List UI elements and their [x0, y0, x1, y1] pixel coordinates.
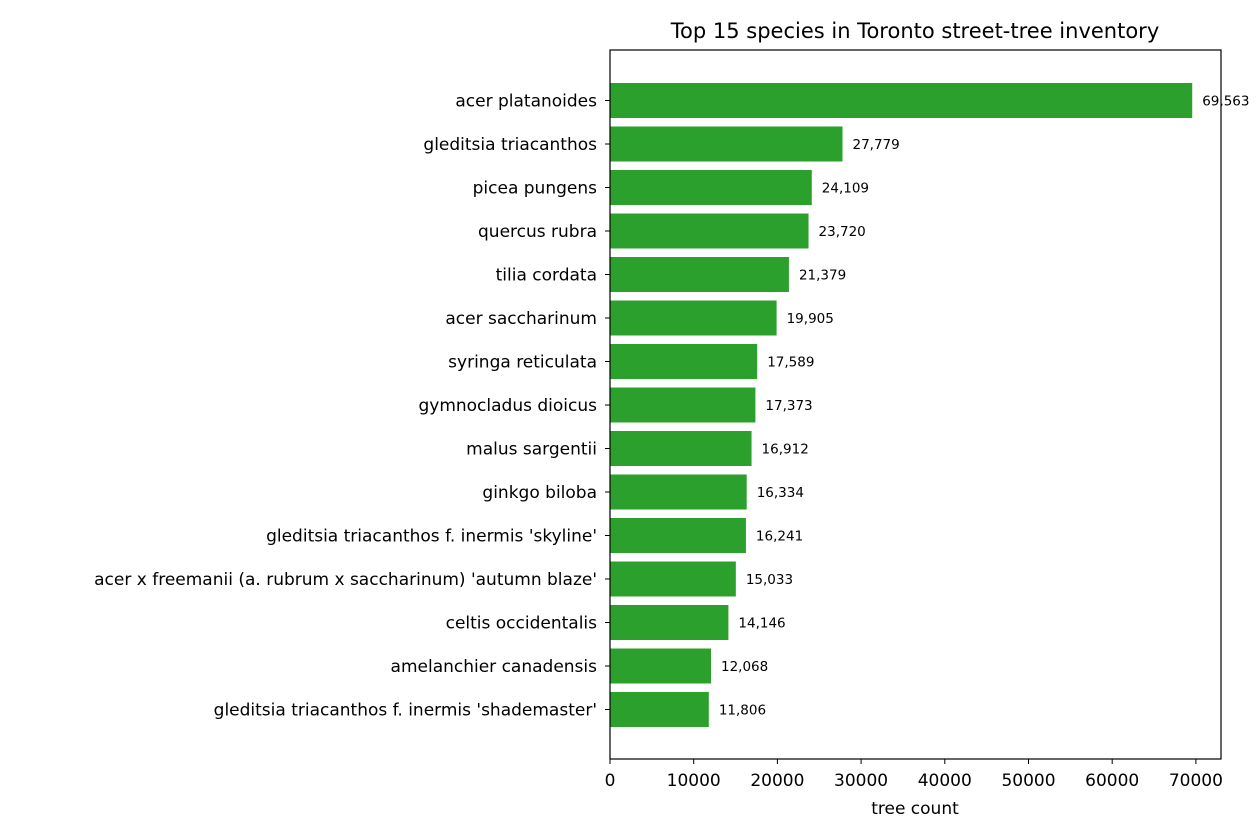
value-label: 16,334	[757, 485, 804, 501]
value-labels: 69,563 27,779 24,109 23,720 21,379 19,905 17,5…	[719, 94, 1250, 719]
category-label: malus sargentii	[466, 440, 597, 460]
category-label: gleditsia triacanthos	[423, 135, 597, 155]
category-label: acer platanoides	[455, 92, 597, 112]
x-axis-label: tree count	[871, 799, 959, 819]
category-label: gleditsia triacanthos f. inermis 'shadem…	[214, 701, 597, 721]
x-tick-label: 10000	[667, 771, 721, 791]
x-tick-label: 40000	[918, 771, 972, 791]
bar	[610, 300, 777, 336]
category-label: tilia cordata	[496, 266, 597, 286]
value-label: 19,905	[787, 311, 834, 327]
category-label: acer saccharinum	[445, 309, 597, 329]
value-label: 23,720	[819, 224, 866, 240]
bar	[610, 605, 729, 640]
value-label: 14,146	[738, 616, 785, 632]
value-label: 69,563	[1202, 94, 1249, 110]
value-label: 16,241	[756, 529, 803, 545]
value-label: 15,033	[746, 572, 793, 588]
value-label: 11,806	[719, 703, 766, 719]
bar	[610, 474, 747, 510]
category-label: gymnocladus dioicus	[418, 396, 597, 416]
x-tick-label: 30000	[834, 771, 888, 791]
category-label: celtis occidentalis	[446, 614, 598, 634]
bar	[610, 561, 736, 597]
category-label: amelanchier canadensis	[391, 657, 598, 677]
plot-frame	[609, 49, 1222, 760]
x-tick-label: 50000	[1001, 771, 1055, 791]
category-label: ginkgo biloba	[482, 483, 597, 503]
category-label: picea pungens	[473, 179, 598, 199]
x-tick-label: 60000	[1085, 771, 1139, 791]
bar	[610, 431, 752, 466]
bars-layer	[610, 83, 1193, 727]
bar	[610, 170, 812, 205]
bar	[610, 83, 1193, 118]
value-label: 21,379	[799, 268, 846, 284]
value-label: 17,589	[767, 355, 814, 371]
bar	[610, 213, 809, 249]
value-label: 24,109	[822, 181, 869, 197]
category-label: acer x freemanii (a. rubrum x saccharinu…	[94, 570, 597, 590]
bar	[610, 692, 709, 727]
value-label: 16,912	[762, 442, 809, 458]
bar	[610, 518, 746, 553]
bar	[610, 387, 756, 423]
bar	[610, 648, 712, 684]
x-axis-ticks: 0 10000 20000 30000 40000 50000 60000 70000	[605, 759, 1223, 791]
value-label: 17,373	[765, 398, 812, 414]
category-label: quercus rubra	[478, 222, 597, 242]
value-label: 12,068	[721, 659, 768, 675]
bar	[610, 257, 789, 292]
chart-title: Top 15 species in Toronto street-tree in…	[670, 19, 1160, 43]
category-labels: acer platanoides gleditsia triacanthos pic…	[94, 92, 610, 721]
x-tick-label: 20000	[750, 771, 804, 791]
x-tick-label: 70000	[1169, 771, 1223, 791]
x-tick-label: 0	[605, 771, 616, 791]
value-label: 27,779	[853, 137, 900, 153]
category-label: syringa reticulata	[448, 353, 597, 373]
category-label: gleditsia triacanthos f. inermis 'skylin…	[266, 527, 597, 547]
bar	[610, 344, 758, 379]
bar	[610, 126, 843, 162]
